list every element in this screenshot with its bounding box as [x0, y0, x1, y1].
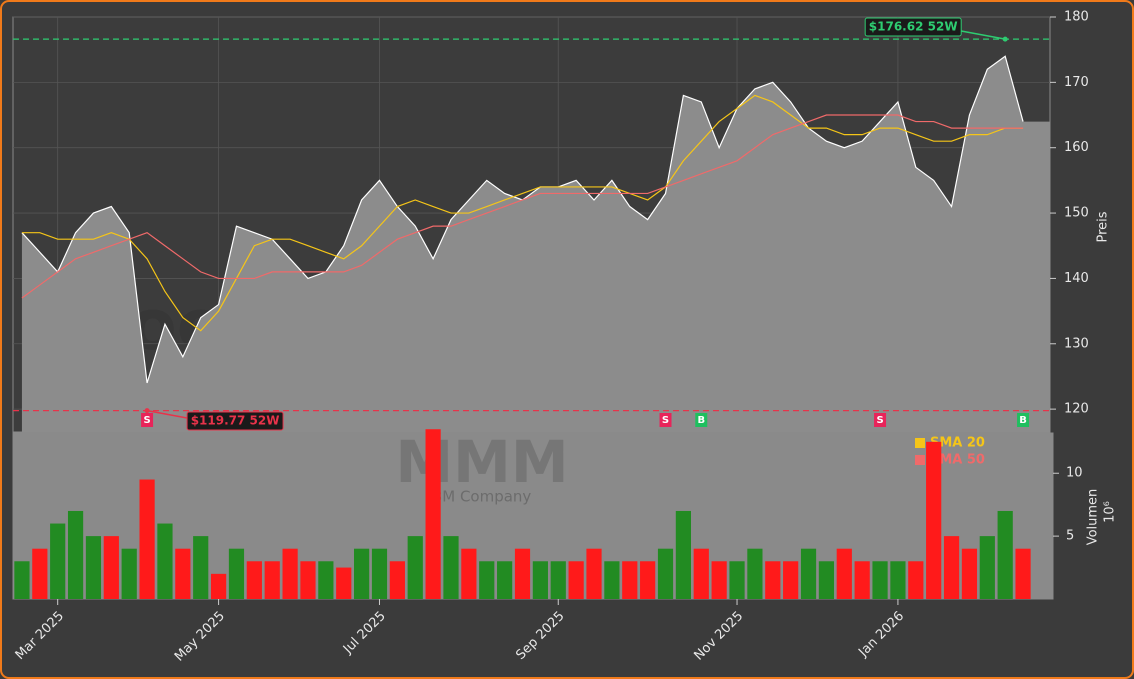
volume-bar [407, 536, 423, 599]
volume-bar [890, 561, 906, 599]
signal-label: S [876, 415, 883, 426]
volume-bar [246, 561, 262, 599]
volume-bar [550, 561, 566, 599]
volume-bar [443, 536, 459, 599]
volume-bar [926, 441, 942, 599]
y-tick-label: 120 [1064, 402, 1089, 417]
annotation-box [864, 17, 962, 37]
volume-bar [729, 561, 745, 599]
y-axis-label: Volumen [1086, 489, 1101, 546]
volume-bar [228, 548, 245, 599]
sma-line [21, 94, 1024, 332]
sma-line [21, 114, 1024, 299]
volume-bar [693, 548, 709, 599]
volume-bar [818, 561, 835, 599]
legend-swatch [915, 455, 925, 465]
y-axis-unit: 10⁶ [1103, 501, 1118, 523]
volume-bar [425, 429, 441, 599]
volume-bar [264, 561, 280, 599]
legend-label: SMA 50 [930, 453, 985, 468]
signal-label: S [662, 415, 669, 426]
volume-bar [282, 548, 298, 599]
volume-bar [139, 479, 155, 599]
volume-bar [371, 548, 388, 599]
volume-bar [979, 536, 995, 599]
price-area [21, 56, 1050, 433]
y-tick-label: 10 [1066, 466, 1083, 481]
volume-bar [1015, 548, 1031, 599]
volume-bar [997, 510, 1013, 599]
legend-swatch [915, 438, 925, 448]
volume-bar [461, 548, 477, 599]
volume-bar [497, 561, 513, 599]
volume-bar [800, 548, 817, 599]
volume-bar [943, 536, 960, 599]
volume-bar [514, 548, 531, 599]
volume-bar [604, 561, 620, 599]
volume-bar [747, 548, 763, 599]
signal-marker [141, 413, 154, 427]
signal-marker [874, 413, 887, 427]
volume-bar [193, 536, 209, 599]
y-tick-label: 140 [1064, 271, 1089, 286]
annotation-box [186, 411, 284, 431]
volume-bar [300, 561, 316, 599]
volume-bar [908, 561, 924, 599]
signal-label: S [143, 415, 150, 426]
volume-bar [836, 548, 852, 599]
signal-label: B [697, 415, 705, 426]
volume-bar [336, 567, 352, 599]
annotation-arrow [961, 30, 1006, 40]
volume-bar [640, 561, 656, 599]
volume-bar [318, 561, 334, 599]
signal-marker [659, 413, 672, 427]
signal-marker [1017, 413, 1030, 427]
volume-bar [532, 561, 548, 599]
volume-bar [67, 510, 84, 599]
volume-bar [657, 548, 674, 599]
legend-label: SMA 20 [930, 436, 985, 451]
y-tick-label: 5 [1066, 529, 1074, 544]
watermark: MMM [395, 428, 568, 496]
volume-bar [14, 561, 30, 599]
volume-bar [961, 548, 978, 599]
volume-bar [210, 573, 227, 599]
annotation-label: $119.77 52W [191, 414, 280, 428]
volume-bar [389, 561, 405, 599]
signal-marker [695, 413, 708, 427]
volume-bar [872, 561, 888, 599]
volume-bar [675, 510, 691, 599]
volume-bar [157, 523, 173, 599]
volume-bar [854, 561, 870, 599]
volume-bar [354, 548, 370, 599]
volume-bar [50, 523, 66, 599]
watermark-subtitle: 3M Company [433, 488, 532, 506]
volume-bar [622, 561, 638, 599]
y-tick-label: 170 [1064, 75, 1089, 90]
y-tick-label: 180 [1064, 10, 1089, 25]
volume-bar [586, 548, 602, 599]
annotation-arrow [146, 409, 188, 419]
volume-bar [479, 561, 495, 599]
volume-bar [121, 548, 137, 599]
volume-bar [103, 536, 119, 599]
y-tick-label: 150 [1064, 206, 1089, 221]
annotation-point [144, 408, 150, 414]
y-tick-label: 160 [1064, 140, 1089, 155]
annotation-point [1002, 36, 1008, 42]
volume-bar [711, 561, 727, 599]
volume-bar [85, 536, 102, 599]
volume-bar [765, 561, 781, 599]
annotation-label: $176.62 52W [869, 20, 958, 34]
y-axis-label: Preis [1096, 211, 1111, 242]
volume-bar [783, 561, 799, 599]
volume-bar [175, 548, 191, 599]
volume-bar [568, 561, 584, 599]
volume-bar [32, 548, 48, 599]
y-tick-label: 130 [1064, 336, 1089, 351]
signal-label: B [1019, 415, 1027, 426]
